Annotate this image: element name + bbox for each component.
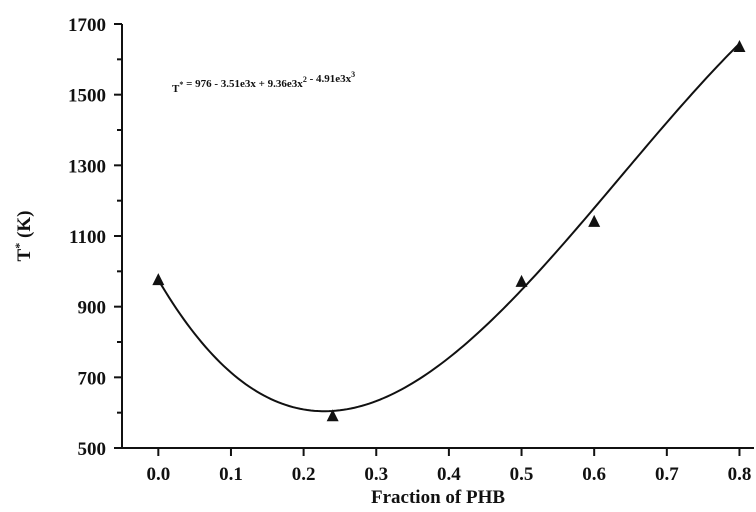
- data-points: [152, 39, 746, 422]
- x-tick-label: 0.6: [582, 464, 606, 485]
- x-tick-label: 0.1: [219, 464, 243, 485]
- y-tick-label: 500: [78, 439, 107, 460]
- fit-curve-group: [157, 42, 741, 413]
- x-tick-label: 0.8: [728, 464, 752, 485]
- data-point-triangle: [326, 409, 339, 422]
- data-point-triangle: [733, 39, 746, 52]
- x-tick-label: 0.7: [655, 464, 679, 485]
- data-point-triangle: [152, 273, 165, 286]
- data-point-triangle: [515, 274, 528, 287]
- y-axis-title: T* (K): [12, 211, 35, 262]
- y-tick-label: 700: [78, 368, 107, 389]
- fit-curve: [157, 42, 741, 413]
- x-tick-label: 0.2: [292, 464, 316, 485]
- data-point-triangle: [588, 214, 601, 227]
- y-tick-label: 1700: [68, 15, 106, 36]
- y-tick-label: 1300: [68, 156, 106, 177]
- y-tick-label: 1100: [69, 227, 106, 248]
- x-tick-label: 0.4: [437, 464, 461, 485]
- y-axis-ticks: 500 700 900 1100 1300 1500 1700: [68, 15, 122, 460]
- x-tick-label: 0.5: [510, 464, 534, 485]
- x-tick-label: 0.3: [364, 464, 388, 485]
- fit-equation: T* = 976 - 3.51e3x + 9.36e3x2 - 4.91e3x3: [172, 70, 355, 95]
- y-tick-label: 900: [78, 298, 107, 319]
- x-axis-title: Fraction of PHB: [371, 487, 505, 508]
- x-axis-ticks: 0.0 0.1 0.2 0.3 0.4 0.5 0.6 0.7 0.8: [146, 448, 751, 485]
- y-tick-label: 1500: [68, 86, 106, 107]
- x-tick-label: 0.0: [146, 464, 170, 485]
